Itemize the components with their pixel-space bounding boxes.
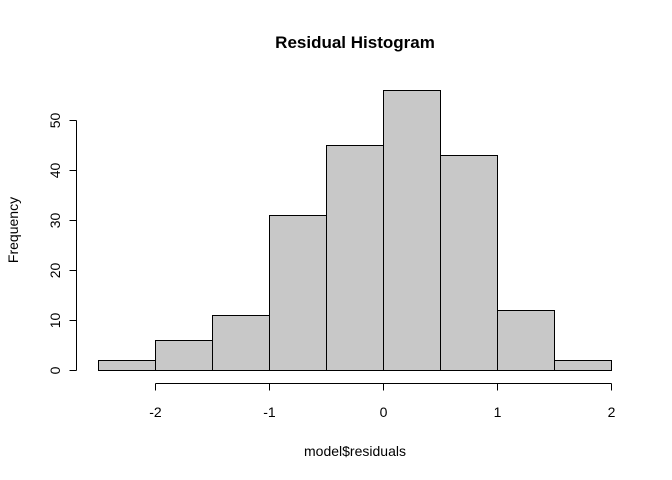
- histogram-bar: [440, 155, 498, 371]
- histogram-bar: [155, 340, 213, 371]
- y-axis: 0 10 20 30 40 50: [47, 113, 77, 374]
- y-tick-label: 10: [47, 313, 63, 329]
- histogram-bar: [212, 315, 270, 371]
- histogram-bar: [554, 360, 612, 371]
- x-tick-label: 2: [608, 404, 616, 420]
- y-tick-label: 30: [47, 213, 63, 229]
- histogram-bar: [269, 215, 327, 371]
- histogram-bar: [497, 310, 555, 371]
- x-tick-label: 1: [494, 404, 502, 420]
- x-axis-label: model$residuals: [304, 443, 406, 459]
- y-tick-label: 40: [47, 163, 63, 179]
- bars-group: [98, 90, 612, 371]
- y-tick-label: 50: [47, 113, 63, 129]
- y-tick-label: 20: [47, 263, 63, 279]
- x-axis: -2 -1 0 1 2: [149, 383, 616, 420]
- x-tick-label: 0: [380, 404, 388, 420]
- x-tick-label: -1: [263, 404, 276, 420]
- histogram-bar: [326, 145, 384, 371]
- y-tick-label: 0: [47, 366, 63, 374]
- histogram-bar: [98, 360, 156, 371]
- y-axis-label: Frequency: [5, 197, 21, 263]
- chart-title: Residual Histogram: [275, 33, 435, 52]
- histogram-bar: [383, 90, 441, 371]
- x-tick-label: -2: [149, 404, 162, 420]
